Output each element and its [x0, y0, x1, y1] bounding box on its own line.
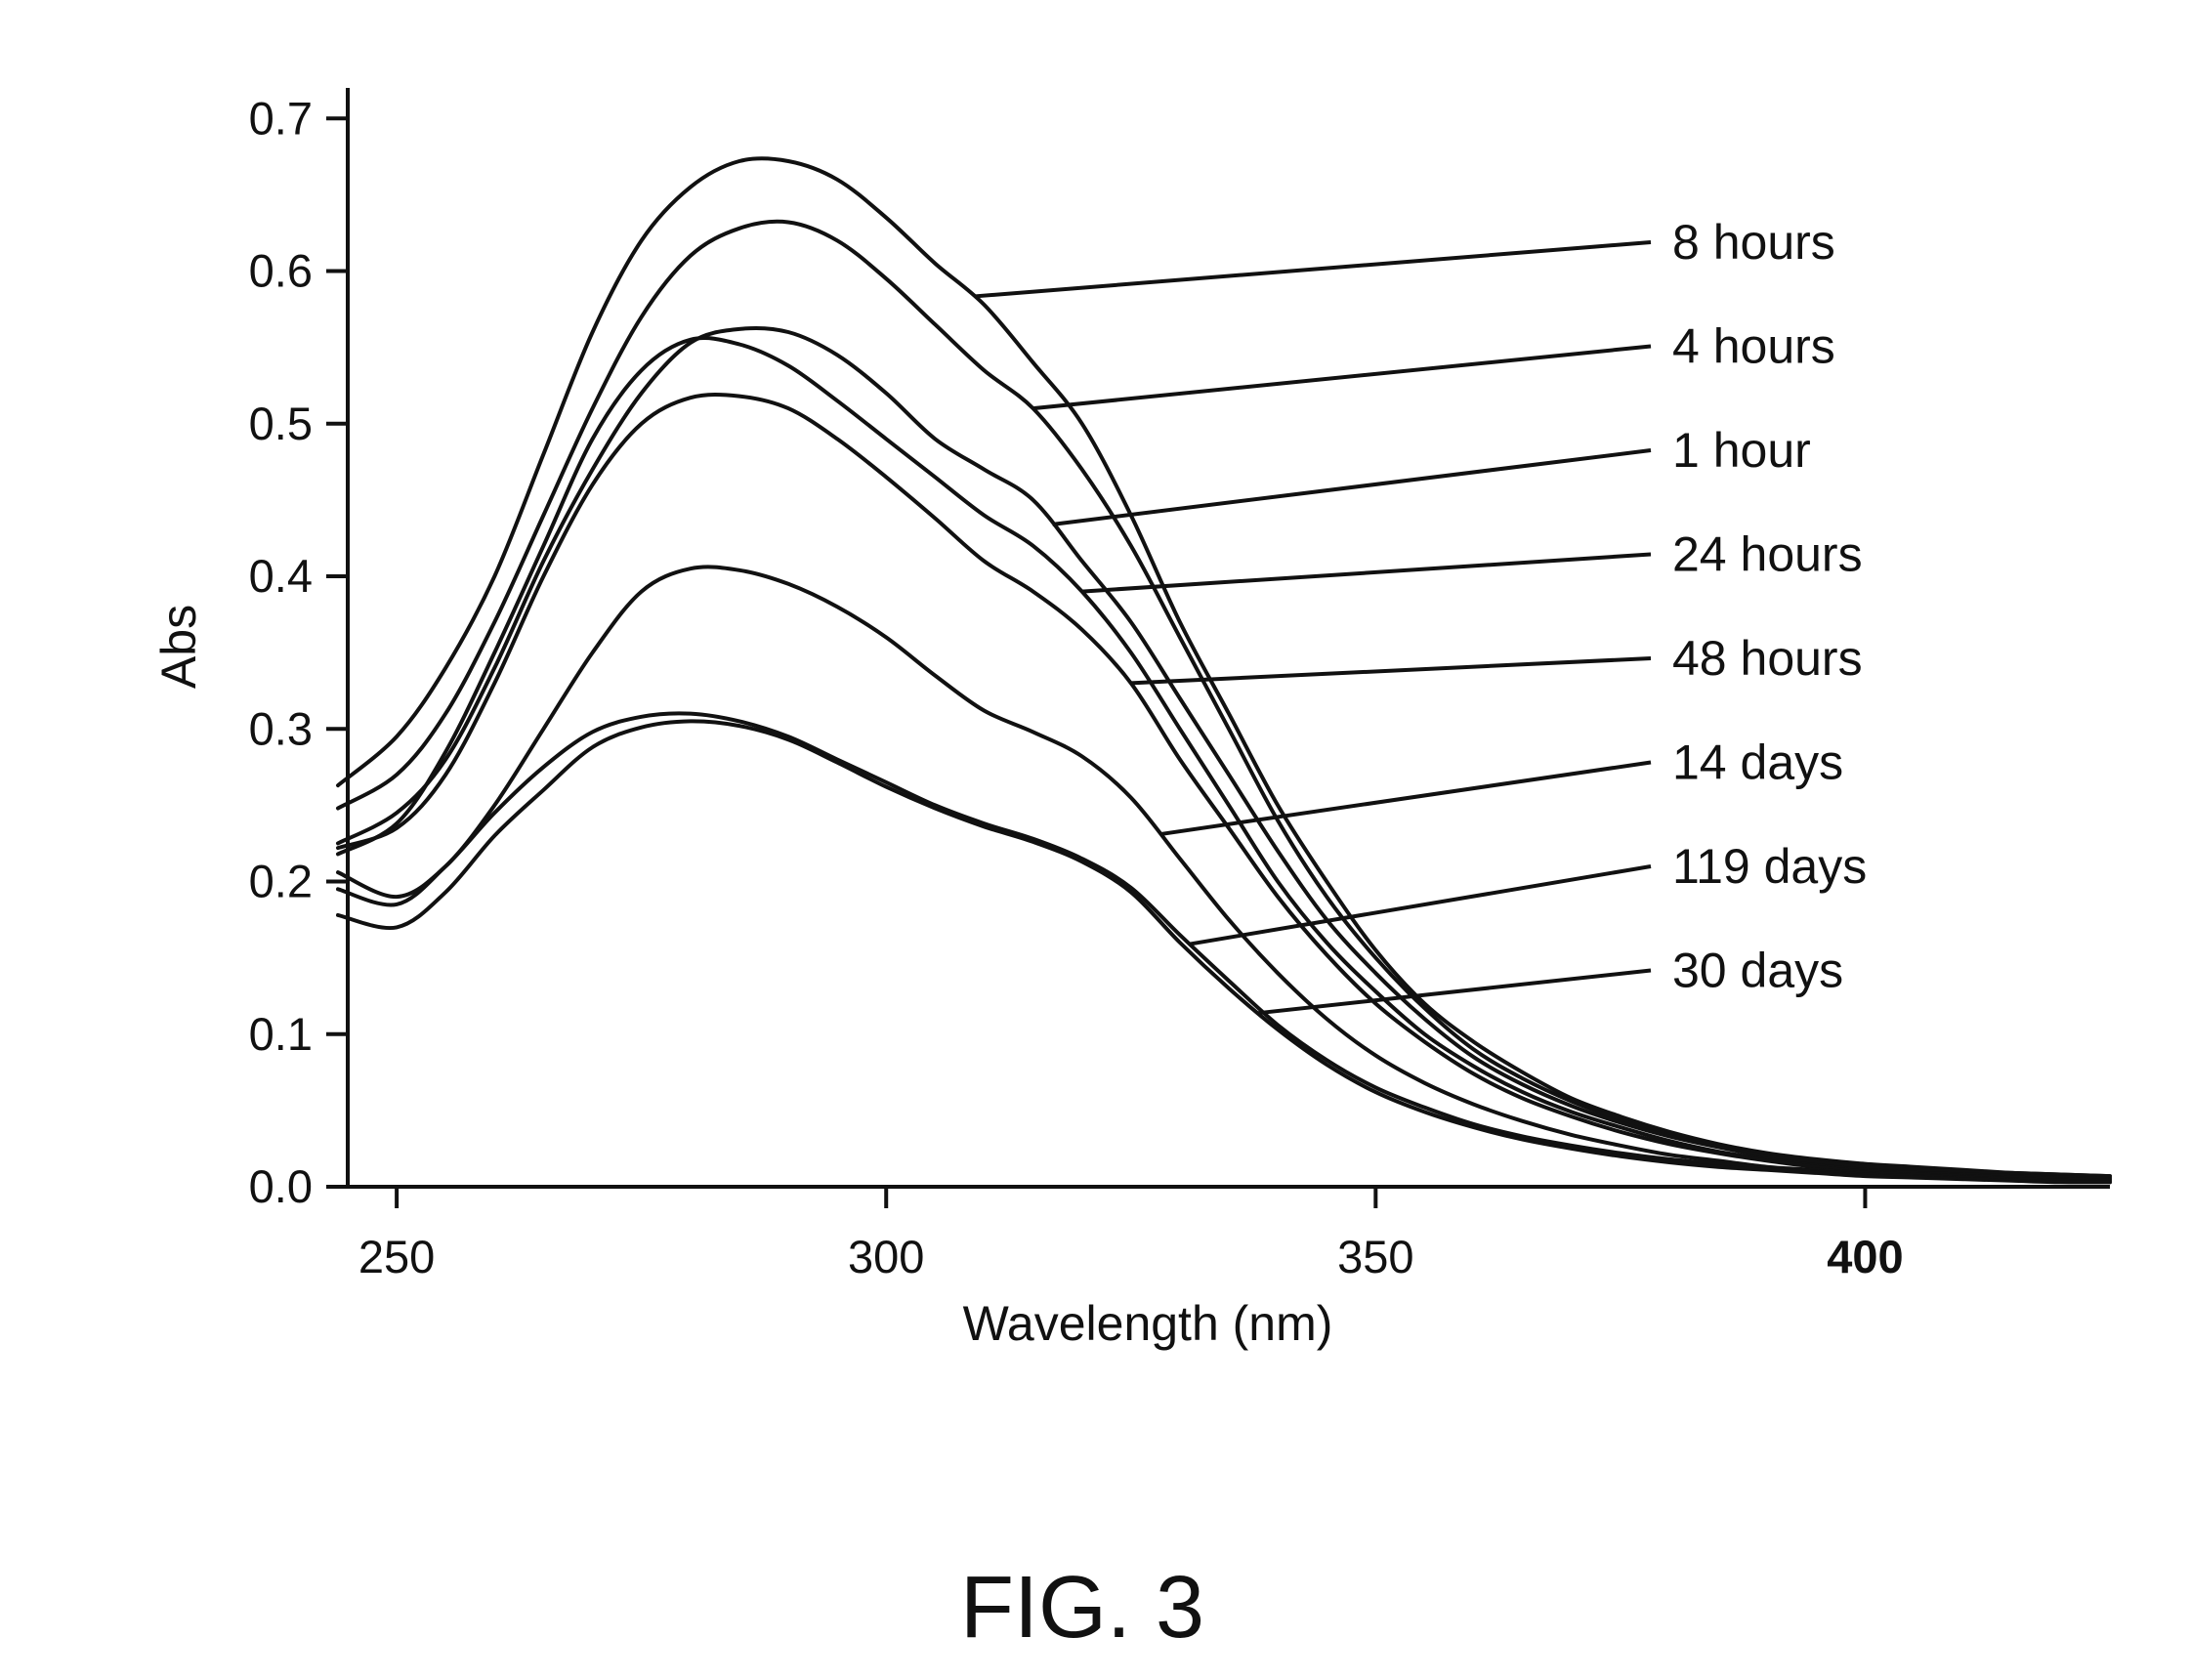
legend-label: 8 hours: [1672, 215, 1835, 270]
series-line: [338, 338, 2110, 1179]
series-line: [338, 721, 2110, 1182]
series-line: [338, 328, 2110, 1176]
series-line: [338, 713, 2110, 1182]
y-tick-label: 0.2: [249, 856, 313, 907]
legend-leader-line: [1033, 347, 1651, 409]
x-tick-label: 400: [1827, 1231, 1903, 1282]
x-tick-label: 250: [358, 1231, 435, 1282]
y-tick-label: 0.3: [249, 702, 313, 754]
legend-leader-line: [1131, 658, 1651, 683]
y-axis-title: Abs: [151, 605, 206, 689]
legend-label: 14 days: [1672, 735, 1843, 790]
y-tick-label: 0.5: [249, 398, 313, 449]
legend-label: 4 hours: [1672, 319, 1835, 374]
legend-label: 1 hour: [1672, 423, 1811, 478]
series-line: [338, 395, 2110, 1179]
figure-caption: FIG. 3: [960, 1559, 1204, 1657]
y-ticks: 0.0 0.1 0.2 0.3 0.4 0.5 0.6 0.7: [249, 92, 348, 1212]
y-tick-label: 0.7: [249, 92, 313, 144]
legend-label: 48 hours: [1672, 631, 1863, 686]
y-tick-label: 0.6: [249, 245, 313, 297]
legend-label: 30 days: [1672, 944, 1843, 998]
legend-leader-line: [1190, 866, 1651, 945]
legend-leader-line: [1082, 555, 1651, 592]
legend-leader-line: [1160, 763, 1651, 835]
x-tick-label: 300: [848, 1231, 924, 1282]
y-tick-label: 0.0: [249, 1160, 313, 1212]
legend-label: 119 days: [1672, 839, 1867, 894]
series-line: [338, 222, 2110, 1176]
legend-leader-line: [1258, 971, 1651, 1014]
y-tick-label: 0.1: [249, 1008, 313, 1060]
x-ticks: 250 300 350 400: [358, 1187, 1904, 1282]
x-axis-title: Wavelength (nm): [963, 1296, 1333, 1351]
legend-leaders: 8 hours 4 hours 1 hour 24 hours 48 hours 14 d…: [974, 215, 1867, 1013]
legend-label: 24 hours: [1672, 527, 1863, 582]
y-tick-label: 0.4: [249, 550, 313, 602]
x-tick-label: 350: [1337, 1231, 1413, 1282]
legend-leader-line: [974, 242, 1651, 296]
legend-leader-line: [1053, 450, 1651, 525]
